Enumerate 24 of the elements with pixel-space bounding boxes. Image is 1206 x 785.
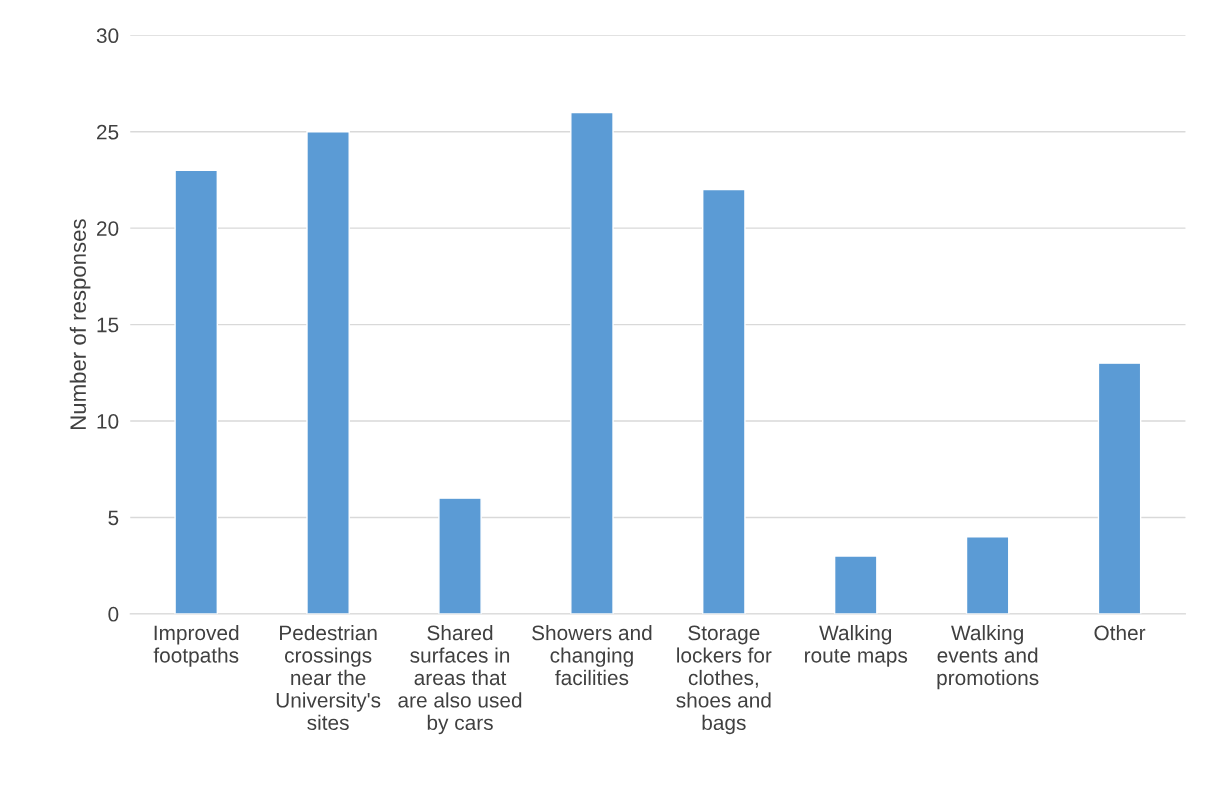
y-tick-label: 15 <box>97 317 119 333</box>
y-tick-label: 30 <box>96 28 119 44</box>
bar <box>438 497 482 614</box>
x-tick-label: Walking events and promotions <box>937 624 1039 690</box>
bar <box>306 131 350 614</box>
x-tick-label: Walking route maps <box>805 624 908 667</box>
bar <box>702 188 746 614</box>
y-tick-label: 5 <box>108 510 119 526</box>
x-tick-label: Pedestrian crossings near the University's sites <box>276 624 381 731</box>
bar <box>570 111 614 614</box>
x-tick-label: Storage lockers for clothes, shoes and bags <box>676 625 772 735</box>
bar <box>965 536 1010 614</box>
x-tick-label: Improved footpaths <box>153 624 239 667</box>
bar <box>833 555 878 614</box>
y-tick-label: 20 <box>97 221 119 236</box>
x-tick-label: Other <box>1094 624 1146 641</box>
y-tick-label: 0 <box>108 606 119 622</box>
bar <box>1097 362 1142 614</box>
x-tick-label: Shared surfaces in areas that are also used by cars <box>398 624 522 735</box>
bar <box>174 169 219 614</box>
y-tick-label: 25 <box>97 124 119 140</box>
y-axis-title: Number of responses <box>69 219 91 429</box>
y-tick-label: 10 <box>97 414 119 429</box>
x-tick-label: Showers and changing facilities <box>532 624 652 686</box>
